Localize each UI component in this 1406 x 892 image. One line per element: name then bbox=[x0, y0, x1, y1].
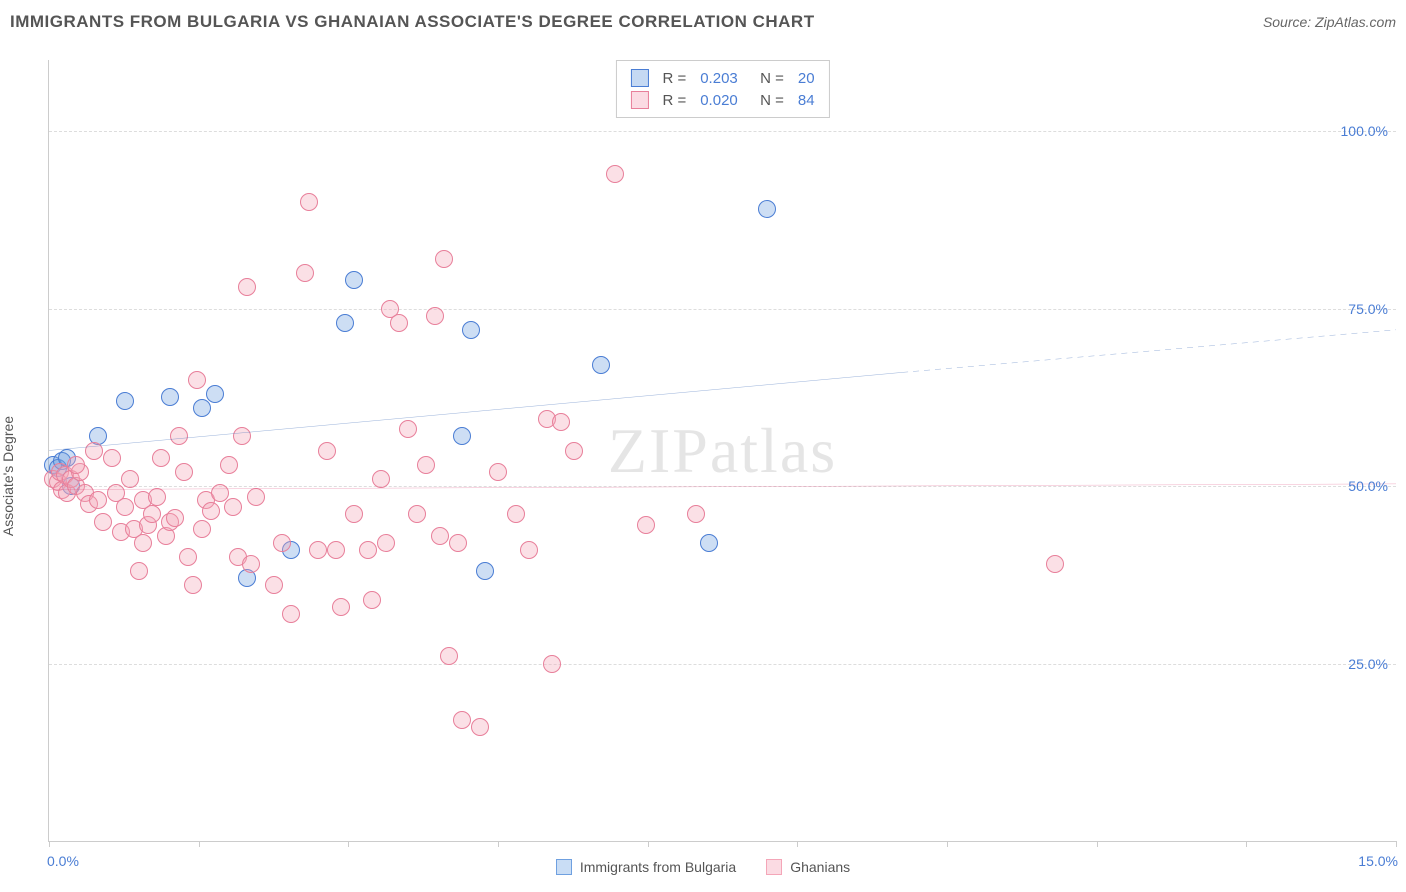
source-label: Source: ZipAtlas.com bbox=[1263, 14, 1396, 30]
stat-n-value: 20 bbox=[798, 70, 815, 87]
x-tick bbox=[1396, 841, 1397, 847]
stat-r-label: R = bbox=[662, 92, 686, 109]
y-tick-label: 50.0% bbox=[1348, 478, 1388, 494]
x-tick bbox=[947, 841, 948, 847]
legend-label: Immigrants from Bulgaria bbox=[580, 859, 736, 875]
stat-n-value: 84 bbox=[798, 92, 815, 109]
y-axis-label: Associate's Degree bbox=[0, 416, 16, 536]
x-tick bbox=[1097, 841, 1098, 847]
x-tick bbox=[648, 841, 649, 847]
legend-swatch bbox=[630, 91, 648, 109]
x-tick bbox=[49, 841, 50, 847]
chart-container: Associate's Degree ZIPatlas R =0.203 N =… bbox=[0, 44, 1406, 892]
x-tick bbox=[1246, 841, 1247, 847]
stat-n-label: N = bbox=[752, 70, 784, 87]
correlation-legend: R = 0.203 N = 20 R = 0.020 N = 84 bbox=[615, 60, 829, 118]
legend-label: Ghanians bbox=[790, 859, 850, 875]
plot-area: ZIPatlas R =0.203 N =20R =0.020 N =84 0.… bbox=[48, 60, 1396, 842]
stat-r-value: 0.203 bbox=[700, 70, 738, 87]
y-tick-label: 75.0% bbox=[1348, 301, 1388, 317]
legend-item: Ghanians bbox=[766, 859, 850, 875]
y-tick-label: 25.0% bbox=[1348, 656, 1388, 672]
trend-line bbox=[49, 484, 1396, 490]
x-tick bbox=[498, 841, 499, 847]
trend-line-extrapolated bbox=[902, 330, 1396, 373]
trendlines-layer bbox=[49, 60, 1396, 841]
trend-line bbox=[49, 372, 902, 450]
x-tick bbox=[797, 841, 798, 847]
x-tick bbox=[199, 841, 200, 847]
legend-swatch bbox=[766, 859, 782, 875]
legend-stat-row: R = 0.020 N = 84 bbox=[630, 89, 814, 111]
legend-swatch bbox=[556, 859, 572, 875]
x-tick bbox=[348, 841, 349, 847]
legend-stat-row: R = 0.203 N = 20 bbox=[630, 67, 814, 89]
y-tick-label: 100.0% bbox=[1341, 123, 1388, 139]
chart-title: IMMIGRANTS FROM BULGARIA VS GHANAIAN ASS… bbox=[10, 12, 815, 32]
legend-swatch bbox=[630, 69, 648, 87]
stat-r-value: 0.020 bbox=[700, 92, 738, 109]
series-legend: Immigrants from Bulgaria Ghanians bbox=[0, 852, 1406, 882]
stat-n-label: N = bbox=[752, 92, 784, 109]
legend-item: Immigrants from Bulgaria bbox=[556, 859, 736, 875]
stat-r-label: R = bbox=[662, 70, 686, 87]
